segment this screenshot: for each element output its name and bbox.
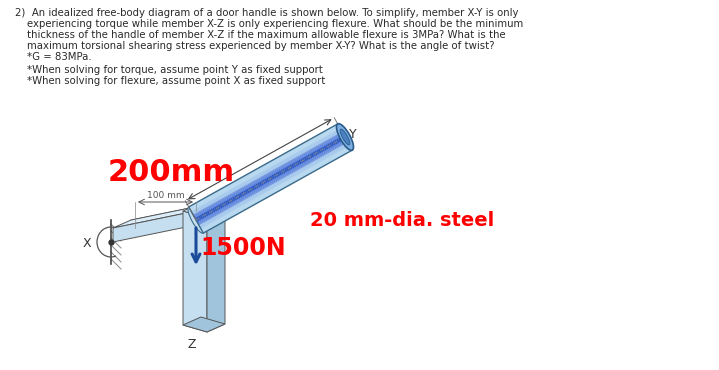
Polygon shape [202, 148, 352, 232]
Polygon shape [201, 146, 350, 230]
Text: Z: Z [188, 338, 196, 351]
Polygon shape [192, 129, 341, 213]
Text: 2)  An idealized free-body diagram of a door handle is shown below. To simplify,: 2) An idealized free-body diagram of a d… [15, 8, 518, 18]
Polygon shape [193, 131, 342, 215]
Polygon shape [183, 203, 225, 218]
Text: 1500N: 1500N [200, 236, 285, 260]
Polygon shape [190, 127, 339, 211]
Polygon shape [193, 132, 343, 216]
Polygon shape [188, 124, 352, 233]
Ellipse shape [336, 124, 354, 150]
Polygon shape [199, 142, 349, 226]
Polygon shape [191, 127, 340, 211]
Polygon shape [189, 125, 339, 209]
Text: maximum torsional shearing stress experienced by member X-Y? What is the angle o: maximum torsional shearing stress experi… [27, 41, 495, 51]
Text: Y: Y [349, 128, 357, 141]
Polygon shape [183, 317, 225, 332]
Polygon shape [194, 134, 344, 218]
Polygon shape [192, 130, 342, 214]
Polygon shape [201, 145, 350, 229]
Polygon shape [203, 149, 352, 233]
Text: *When solving for torque, assume point Y as fixed support: *When solving for torque, assume point Y… [27, 65, 323, 75]
Polygon shape [191, 128, 341, 212]
Polygon shape [190, 126, 339, 209]
Polygon shape [198, 141, 348, 225]
Text: experiencing torque while member X-Z is only experiencing flexure. What should b: experiencing torque while member X-Z is … [27, 19, 523, 29]
Polygon shape [198, 139, 347, 223]
Polygon shape [113, 203, 214, 228]
Polygon shape [198, 141, 347, 224]
Polygon shape [113, 211, 196, 242]
Polygon shape [195, 135, 344, 219]
Polygon shape [195, 134, 344, 218]
Text: 20 mm-dia. steel: 20 mm-dia. steel [310, 211, 494, 229]
Text: X: X [83, 236, 91, 249]
Polygon shape [201, 147, 351, 231]
Polygon shape [188, 124, 338, 208]
Text: *When solving for flexure, assume point X as fixed support: *When solving for flexure, assume point … [27, 76, 326, 86]
Polygon shape [202, 148, 352, 231]
Polygon shape [131, 203, 214, 234]
Text: 100 mm: 100 mm [147, 191, 184, 200]
Polygon shape [196, 138, 346, 222]
Ellipse shape [188, 207, 204, 233]
Polygon shape [183, 211, 207, 332]
Polygon shape [200, 144, 349, 228]
Ellipse shape [340, 129, 350, 145]
Polygon shape [193, 132, 342, 216]
Text: thickness of the handle of member X-Z if the maximum allowable flexure is 3MPa? : thickness of the handle of member X-Z if… [27, 30, 505, 40]
Polygon shape [196, 136, 345, 220]
Text: 200mm: 200mm [108, 158, 235, 187]
Polygon shape [199, 143, 349, 227]
Polygon shape [197, 139, 347, 223]
Polygon shape [196, 137, 346, 221]
Polygon shape [207, 210, 225, 332]
Text: *G = 83MPa.: *G = 83MPa. [27, 52, 91, 62]
